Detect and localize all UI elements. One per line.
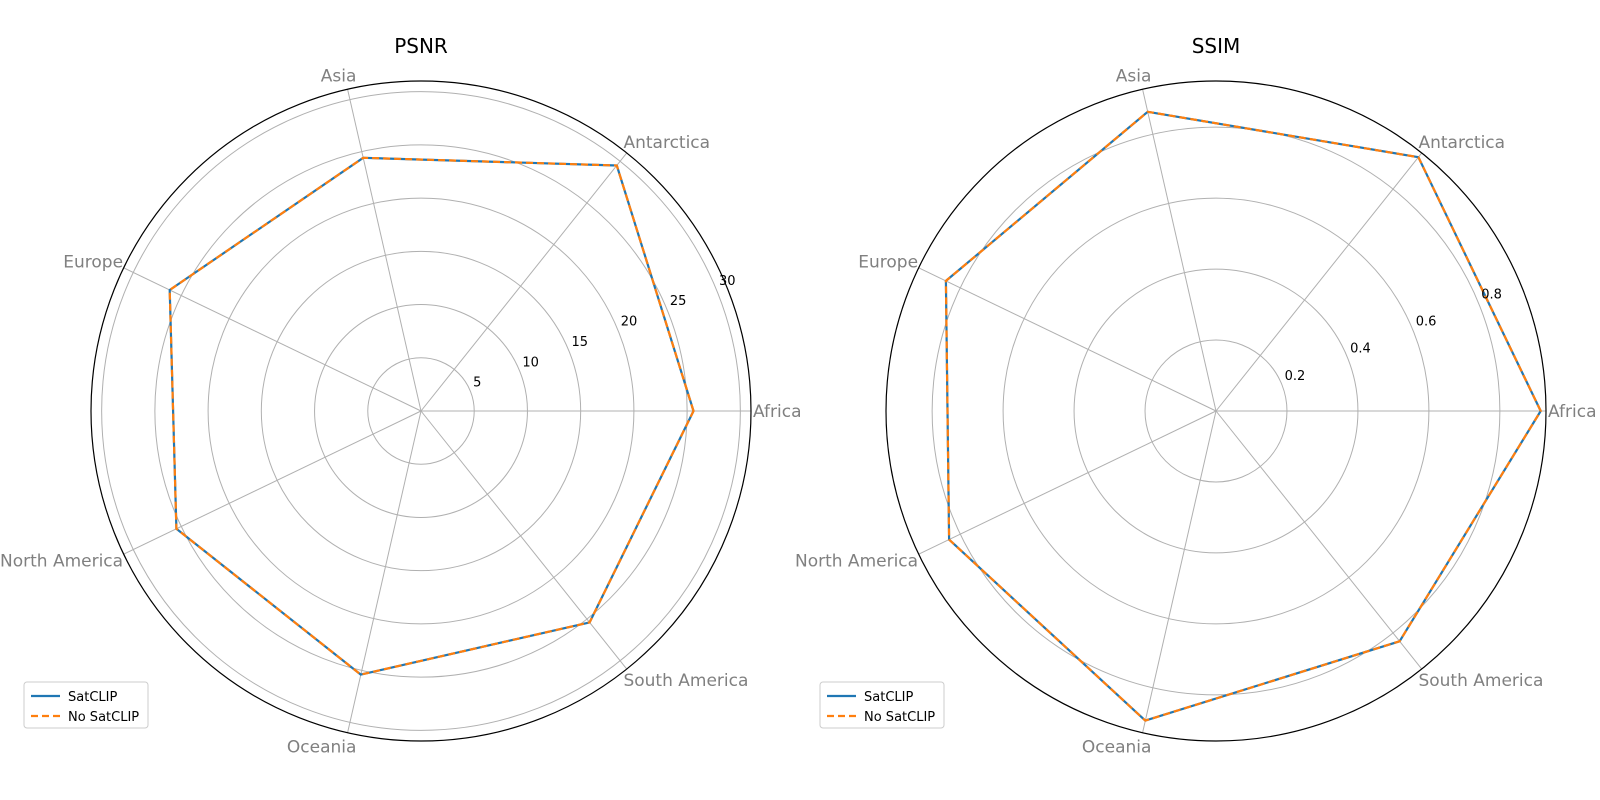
category-label-south-america: South America [1418, 671, 1543, 691]
spoke-europe [123, 267, 422, 412]
spoke-europe [918, 267, 1217, 412]
tick-label: 0.2 [1285, 369, 1306, 384]
spoke-south-america [420, 410, 628, 670]
category-label-africa: Africa [1548, 402, 1597, 422]
tick-label: 30 [719, 274, 736, 289]
category-label-antarctica: Antarctica [1418, 133, 1505, 153]
spoke-antarctica [1215, 152, 1423, 412]
category-label-asia: Asia [321, 67, 357, 87]
category-label-north-america: North America [795, 551, 918, 571]
category-label-europe: Europe [858, 253, 918, 273]
tick-label: 15 [572, 335, 589, 350]
spoke-antarctica [420, 152, 628, 412]
category-label-europe: Europe [63, 253, 123, 273]
series-line-no-satclip [944, 110, 1542, 722]
spoke-asia [347, 89, 422, 412]
legend-label-satclip: SatCLIP [864, 690, 913, 705]
tick-label: 20 [621, 315, 638, 330]
spoke-asia [1142, 89, 1217, 412]
category-label-oceania: Oceania [1082, 737, 1152, 757]
spoke-south-america [1215, 410, 1423, 670]
tick-label: 10 [522, 355, 539, 370]
chart-title: PSNR [394, 34, 448, 58]
outer-boundary [90, 80, 752, 742]
legend-label-no-satclip: No SatCLIP [68, 710, 139, 725]
tick-label: 0.6 [1416, 315, 1437, 330]
legend-label-no-satclip: No SatCLIP [864, 710, 935, 725]
spoke-north-america [123, 410, 422, 555]
category-label-south-america: South America [623, 671, 748, 691]
tick-label: 0.4 [1350, 342, 1371, 357]
legend: SatCLIP No SatCLIP [23, 681, 149, 729]
spoke-oceania [1142, 410, 1217, 733]
category-label-asia: Asia [1116, 67, 1152, 87]
spoke-north-america [918, 410, 1217, 555]
chart-title: SSIM [1192, 34, 1241, 58]
outer-boundary [885, 80, 1547, 742]
radar-chart-ssim: 0.2 0.4 0.6 0.8 Africa Antarctica Asia Europe No… [795, 34, 1597, 757]
tick-label: 25 [670, 294, 687, 309]
category-label-oceania: Oceania [287, 737, 357, 757]
series-line-no-satclip [168, 156, 695, 676]
category-label-antarctica: Antarctica [623, 133, 710, 153]
category-label-africa: Africa [753, 402, 802, 422]
legend: SatCLIP No SatCLIP [819, 681, 945, 729]
tick-label: 5 [473, 376, 481, 391]
legend-label-satclip: SatCLIP [68, 690, 117, 705]
radar-chart-psnr: 5 10 15 20 25 30 Africa Antarctica Asia Europe Nor… [0, 34, 802, 757]
category-label-north-america: North America [0, 551, 123, 571]
tick-label: 0.8 [1481, 287, 1502, 302]
spoke-oceania [347, 410, 422, 733]
